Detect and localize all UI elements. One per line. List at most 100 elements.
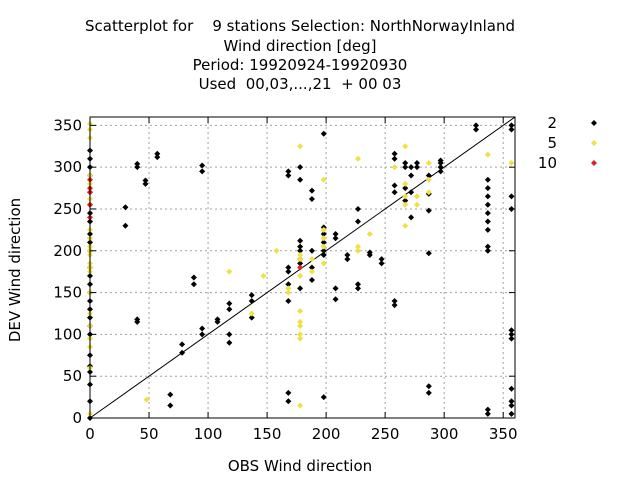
x-tick-label-7: 350 <box>489 425 518 443</box>
point-series-5-57 <box>414 193 421 200</box>
point-series-2-109 <box>408 172 415 179</box>
point-series-2-106 <box>402 159 409 166</box>
point-series-5-56 <box>414 201 421 208</box>
point-series-2-31 <box>134 160 141 167</box>
point-series-5-49 <box>366 231 373 238</box>
legend-label-10: 10 <box>538 154 557 172</box>
point-series-2-125 <box>484 410 491 417</box>
point-series-2-132 <box>484 201 491 208</box>
point-series-5-46 <box>354 247 361 254</box>
point-series-2-26 <box>122 222 129 229</box>
point-series-2-82 <box>320 130 327 137</box>
point-series-2-40 <box>190 281 197 288</box>
x-tick-label-3: 150 <box>253 425 282 443</box>
point-series-5-26 <box>273 247 280 254</box>
point-series-5-38 <box>297 143 304 150</box>
point-series-2-103 <box>402 197 409 204</box>
point-series-2-61 <box>285 172 292 179</box>
point-series-2-129 <box>484 226 491 233</box>
point-series-2-55 <box>285 398 292 405</box>
point-series-5-58 <box>425 189 432 196</box>
x-tick-label-2: 100 <box>194 425 223 443</box>
point-series-5-47 <box>354 243 361 250</box>
point-series-2-51 <box>226 300 233 307</box>
point-series-2-36 <box>167 402 174 409</box>
point-series-2-84 <box>332 285 339 292</box>
point-series-2-47 <box>214 316 221 323</box>
point-series-2-71 <box>308 277 315 284</box>
point-series-5-60 <box>425 159 432 166</box>
point-series-2-86 <box>332 231 339 238</box>
point-series-5-23 <box>226 268 233 275</box>
point-series-2-120 <box>437 164 444 171</box>
point-series-2-127 <box>484 247 491 254</box>
point-series-2-130 <box>484 218 491 225</box>
point-series-2-44 <box>199 168 206 175</box>
point-series-2-70 <box>297 164 304 171</box>
y-tick-label-1: 50 <box>63 367 82 385</box>
point-series-5-50 <box>391 164 398 171</box>
point-series-2-96 <box>378 256 385 263</box>
point-series-5-32 <box>297 323 304 330</box>
x-axis-label: OBS Wind direction <box>228 457 372 475</box>
point-series-5-48 <box>354 155 361 162</box>
chart-title-line-4: Used 00,03,...,21 + 00 03 <box>198 75 402 93</box>
point-series-2-116 <box>425 207 432 214</box>
point-series-5-41 <box>320 260 327 267</box>
point-series-2-101 <box>391 155 398 162</box>
point-series-2-63 <box>297 285 304 292</box>
legend-label-5: 5 <box>547 134 557 152</box>
point-series-2-137 <box>508 402 515 409</box>
point-series-2-142 <box>508 327 515 334</box>
point-series-2-79 <box>320 239 327 246</box>
point-series-2-62 <box>285 168 292 175</box>
point-series-2-42 <box>199 331 206 338</box>
point-series-5-25 <box>260 272 267 279</box>
point-series-5-27 <box>285 289 292 296</box>
point-series-2-128 <box>484 243 491 250</box>
point-series-2-60 <box>285 264 292 271</box>
point-series-2-123 <box>473 122 480 129</box>
point-series-2-59 <box>285 268 292 275</box>
point-series-2-107 <box>408 214 415 221</box>
point-series-2-108 <box>408 189 415 196</box>
point-series-5-53 <box>402 193 409 200</box>
chart-title-line-1: Scatterplot for 9 stations Selection: No… <box>85 17 515 35</box>
point-series-2-144 <box>508 193 515 200</box>
point-series-5-43 <box>320 235 327 242</box>
point-series-2-145 <box>508 126 515 133</box>
y-tick-label-0: 0 <box>72 409 82 427</box>
point-series-5-37 <box>297 251 304 258</box>
point-series-2-110 <box>408 164 415 171</box>
point-series-2-69 <box>297 176 304 183</box>
point-series-2-45 <box>199 162 206 169</box>
point-series-2-98 <box>391 297 398 304</box>
point-series-2-95 <box>378 260 385 267</box>
point-series-2-58 <box>285 281 292 288</box>
point-series-5-54 <box>402 180 409 187</box>
y-tick-label-2: 100 <box>53 325 82 343</box>
point-series-2-50 <box>226 306 233 313</box>
point-series-2-74 <box>308 195 315 202</box>
x-tick-label-6: 300 <box>430 425 459 443</box>
point-series-2-38 <box>179 349 186 356</box>
point-series-2-131 <box>484 210 491 217</box>
point-series-2-57 <box>285 297 292 304</box>
point-series-2-37 <box>167 391 174 398</box>
point-series-5-36 <box>297 256 304 263</box>
point-series-2-77 <box>320 251 327 258</box>
point-series-5-31 <box>297 331 304 338</box>
point-series-2-134 <box>484 185 491 192</box>
axis-ticks: 0 50 100 150 200 250 300 350 0 50 100 150 200 250 300 3… <box>53 116 517 443</box>
y-tick-label-5: 250 <box>53 200 82 218</box>
point-series-2-64 <box>297 260 304 267</box>
point-series-5-51 <box>402 222 409 229</box>
point-series-2-87 <box>344 256 351 263</box>
point-series-2-85 <box>332 235 339 242</box>
point-series-5-39 <box>308 268 315 275</box>
point-series-5-30 <box>297 335 304 342</box>
point-series-2-113 <box>425 389 432 396</box>
point-series-5-62 <box>508 159 515 166</box>
data-points <box>87 120 515 421</box>
point-series-2-56 <box>285 389 292 396</box>
